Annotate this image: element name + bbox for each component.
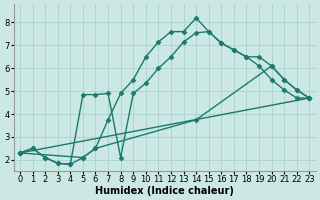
X-axis label: Humidex (Indice chaleur): Humidex (Indice chaleur)	[95, 186, 234, 196]
